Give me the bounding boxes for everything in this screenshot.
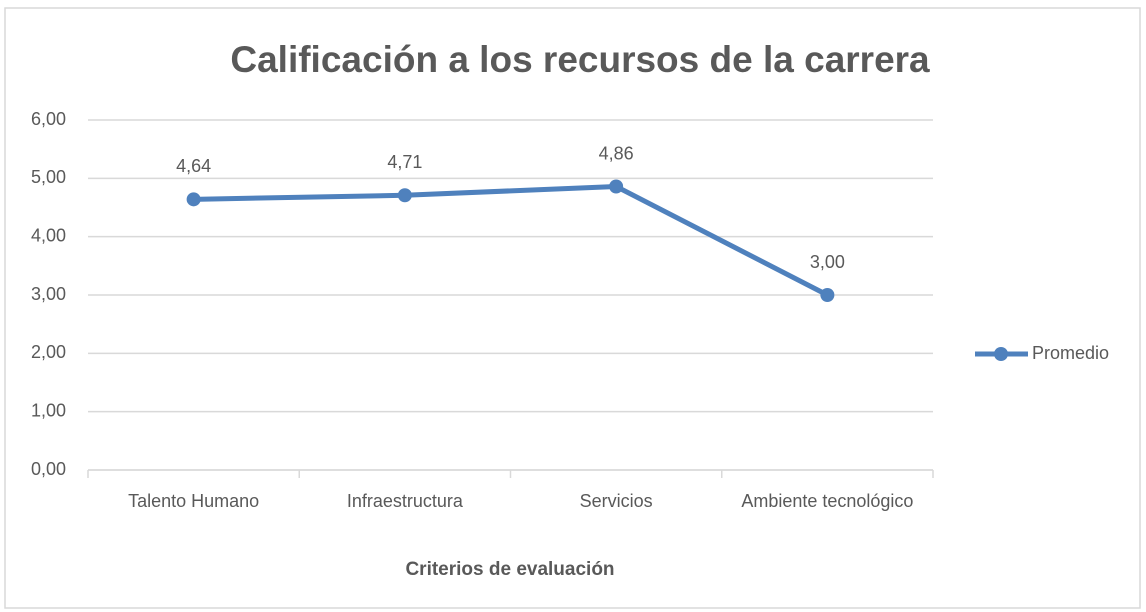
marker [820,288,835,302]
y-tick-label: 0,00 [31,459,66,479]
y-tick-label: 6,00 [31,109,66,129]
marker [186,192,201,207]
chart-title: Calificación a los recursos de la carrer… [230,39,930,80]
data-label: 3,00 [810,252,845,272]
x-tick-label: Talento Humano [128,491,260,511]
legend-label: Promedio [1032,343,1109,363]
legend-marker [994,347,1008,361]
y-tick-label: 4,00 [31,225,66,245]
chart-border [4,7,1141,609]
y-tick-label: 1,00 [31,400,66,420]
data-label: 4,86 [599,143,634,163]
x-tick-label: Servicios [579,491,653,511]
data-label: 4,64 [176,156,211,176]
marker [397,188,412,203]
line [193,184,829,298]
y-tick-label: 2,00 [31,342,66,362]
x-tick-label: Ambiente tecnológico [741,491,914,511]
y-tick-label: 5,00 [31,167,66,187]
y-tick-label: 3,00 [31,284,66,304]
data-label: 4,71 [387,152,422,172]
x-axis-title: Criterios de evaluación [405,559,614,580]
marker [609,179,624,194]
x-tick-label: Infraestructura [346,491,463,511]
